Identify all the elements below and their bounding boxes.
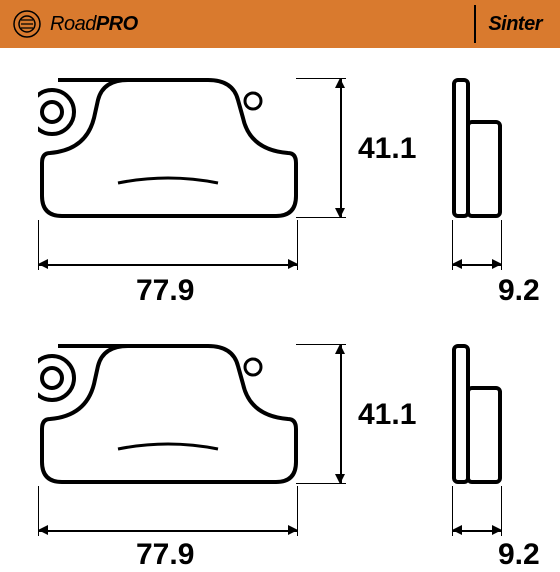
dim-ext-line — [296, 78, 346, 79]
dim-ext-line — [296, 344, 346, 345]
dim-ext-line — [452, 220, 453, 270]
dim-line-bottom-width — [38, 530, 298, 532]
dim-ext-line — [452, 486, 453, 536]
header-separator — [474, 5, 476, 43]
dim-line-bottom-height — [340, 344, 342, 484]
arrow-icon — [452, 259, 462, 269]
brake-pad-top-front — [38, 78, 298, 218]
dim-ext-line — [38, 220, 39, 270]
arrow-icon — [335, 344, 345, 354]
dim-ext-line — [296, 217, 346, 218]
dim-ext-line — [297, 220, 298, 270]
brake-pad-top-side — [452, 78, 502, 218]
brake-pad-bottom-side — [452, 344, 502, 484]
dim-ext-line — [38, 486, 39, 536]
dim-bottom-thick: 9.2 — [498, 538, 540, 572]
dim-line-top-width — [38, 264, 298, 266]
dim-top-height: 41.1 — [358, 132, 416, 166]
dim-bottom-width: 77.9 — [136, 538, 194, 572]
arrow-icon — [38, 525, 48, 535]
arrow-icon — [452, 525, 462, 535]
brand-prefix: Road — [50, 13, 96, 35]
dim-top-thick: 9.2 — [498, 274, 540, 308]
dim-top-width: 77.9 — [136, 274, 194, 308]
brand-logo-icon — [12, 9, 42, 39]
header-bar: RoadPRO Sinter — [0, 0, 560, 48]
dim-ext-line — [297, 486, 298, 536]
arrow-icon — [38, 259, 48, 269]
dim-ext-line — [501, 220, 502, 270]
dim-ext-line — [501, 486, 502, 536]
brake-pad-bottom-front — [38, 344, 298, 484]
brand-name: RoadPRO — [50, 13, 138, 36]
logo-block: RoadPRO — [12, 9, 138, 39]
diagram-body: 41.1 77.9 9.2 41.1 77.9 9.2 — [0, 48, 560, 560]
dim-line-top-height — [340, 78, 342, 218]
arrow-icon — [335, 78, 345, 88]
dim-ext-line — [296, 483, 346, 484]
dim-bottom-height: 41.1 — [358, 398, 416, 432]
brand-suffix: PRO — [96, 13, 138, 35]
product-name: Sinter — [488, 13, 542, 36]
